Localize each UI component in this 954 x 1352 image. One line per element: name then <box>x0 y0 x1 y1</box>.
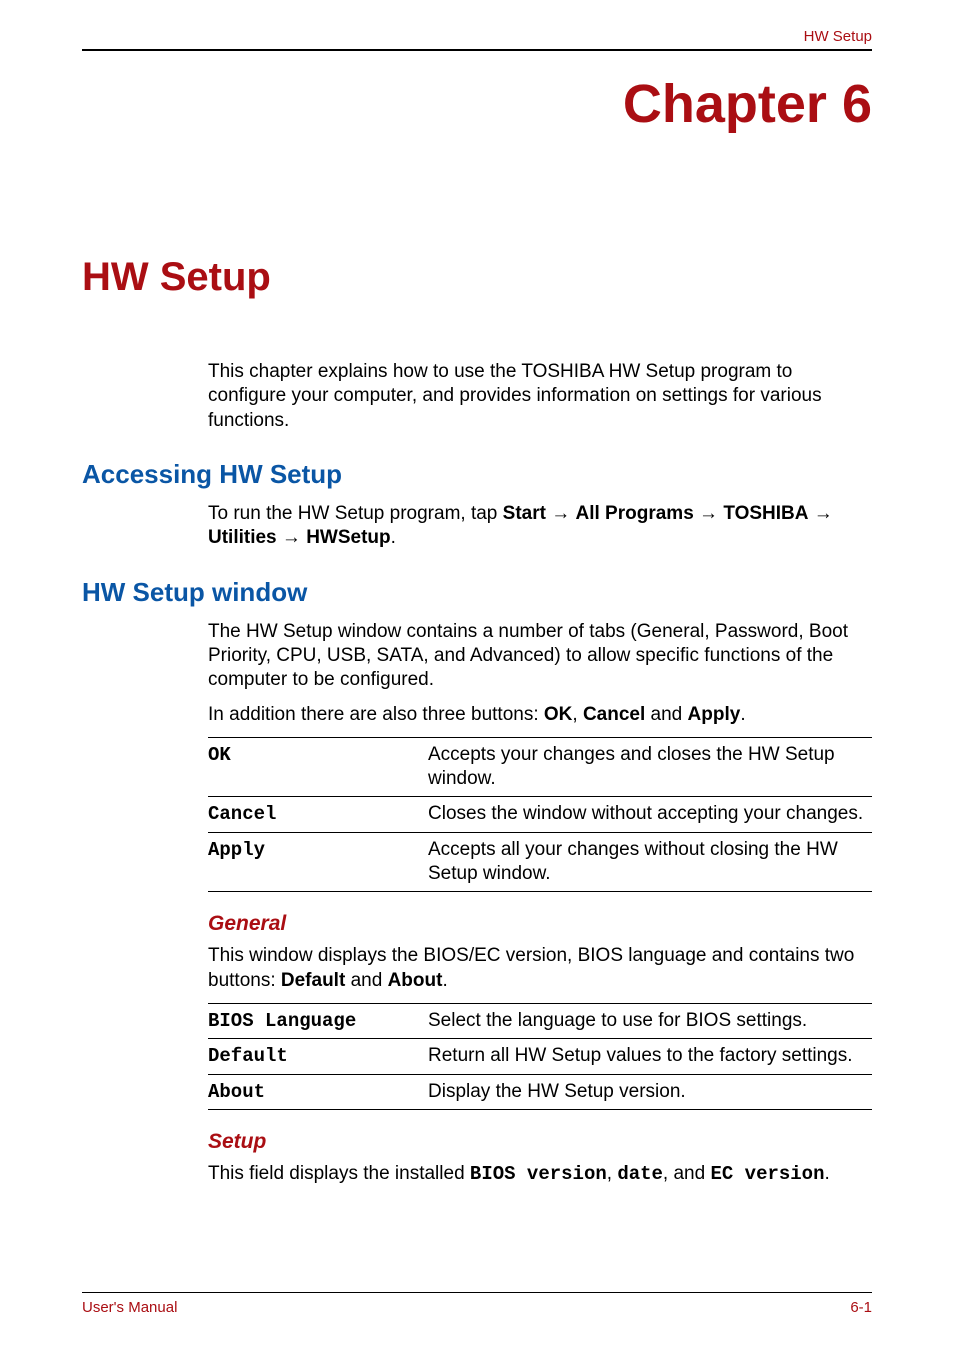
arrow-icon: → <box>814 503 833 524</box>
path-toshiba: TOSHIBA <box>723 503 808 524</box>
window-paragraph-1: The HW Setup window contains a number of… <box>208 620 872 693</box>
path-start: Start <box>503 503 546 524</box>
general-desc-default: Return all HW Setup values to the factor… <box>428 1039 872 1074</box>
window-paragraph-2: In addition there are also three buttons… <box>208 703 872 727</box>
button-desc-cancel: Closes the window without accepting your… <box>428 797 872 832</box>
heading-hw-setup-window: HW Setup window <box>82 577 872 608</box>
para2-ok: OK <box>544 704 573 725</box>
heading-general: General <box>208 912 872 936</box>
arrow-icon: → <box>551 503 570 524</box>
arrow-icon: → <box>699 503 718 524</box>
general-table: BIOS Language Select the language to use… <box>208 1003 872 1110</box>
table-row: About Display the HW Setup version. <box>208 1074 872 1109</box>
table-row: Default Return all HW Setup values to th… <box>208 1039 872 1074</box>
table-row: Cancel Closes the window without accepti… <box>208 797 872 832</box>
para2-sep1: , <box>572 704 583 725</box>
header-rule <box>82 49 872 51</box>
table-row: Apply Accepts all your changes without c… <box>208 832 872 892</box>
button-key-cancel: Cancel <box>208 797 428 832</box>
accessing-period: . <box>391 527 396 548</box>
button-key-apply: Apply <box>208 832 428 892</box>
setup-s1: , <box>607 1163 618 1184</box>
button-desc-apply: Accepts all your changes without closing… <box>428 832 872 892</box>
chapter-number: Chapter 6 <box>82 73 872 135</box>
general-suffix: . <box>442 970 447 991</box>
path-all-programs: All Programs <box>576 503 694 524</box>
table-row: OK Accepts your changes and closes the H… <box>208 737 872 797</box>
path-utilities: Utilities <box>208 527 277 548</box>
para2-suffix: . <box>740 704 745 725</box>
general-paragraph: This window displays the BIOS/EC version… <box>208 944 872 993</box>
button-desc-ok: Accepts your changes and closes the HW S… <box>428 737 872 797</box>
table-row: BIOS Language Select the language to use… <box>208 1004 872 1039</box>
buttons-table: OK Accepts your changes and closes the H… <box>208 737 872 893</box>
footer-right: 6-1 <box>850 1299 872 1316</box>
chapter-title: HW Setup <box>82 255 872 300</box>
general-sep: and <box>345 970 387 991</box>
para2-sep2: and <box>645 704 687 725</box>
general-key-default: Default <box>208 1039 428 1074</box>
general-default: Default <box>281 970 345 991</box>
button-key-ok: OK <box>208 737 428 797</box>
heading-setup: Setup <box>208 1130 872 1154</box>
footer-left: User's Manual <box>82 1299 177 1316</box>
para2-apply: Apply <box>688 704 741 725</box>
general-desc-bios-language: Select the language to use for BIOS sett… <box>428 1004 872 1039</box>
footer-rule <box>82 1292 872 1293</box>
heading-accessing-hw-setup: Accessing HW Setup <box>82 459 872 490</box>
setup-paragraph: This field displays the installed BIOS v… <box>208 1162 872 1186</box>
setup-s2: , and <box>663 1163 711 1184</box>
para2-prefix: In addition there are also three buttons… <box>208 704 544 725</box>
accessing-paragraph: To run the HW Setup program, tap Start →… <box>208 502 872 551</box>
setup-ec-version: EC version <box>710 1163 824 1185</box>
general-desc-about: Display the HW Setup version. <box>428 1074 872 1109</box>
arrow-icon: → <box>282 527 301 548</box>
setup-suffix: . <box>825 1163 830 1184</box>
path-hwsetup: HWSetup <box>306 527 390 548</box>
para2-cancel: Cancel <box>583 704 645 725</box>
intro-paragraph: This chapter explains how to use the TOS… <box>208 360 872 433</box>
setup-bios-version: BIOS version <box>470 1163 607 1185</box>
general-key-about: About <box>208 1074 428 1109</box>
setup-prefix: This field displays the installed <box>208 1163 470 1184</box>
general-key-bios-language: BIOS Language <box>208 1004 428 1039</box>
accessing-prefix: To run the HW Setup program, tap <box>208 503 503 524</box>
page-footer: User's Manual 6-1 <box>82 1292 872 1316</box>
setup-date: date <box>617 1163 663 1185</box>
general-about: About <box>388 970 443 991</box>
running-header: HW Setup <box>82 28 872 45</box>
